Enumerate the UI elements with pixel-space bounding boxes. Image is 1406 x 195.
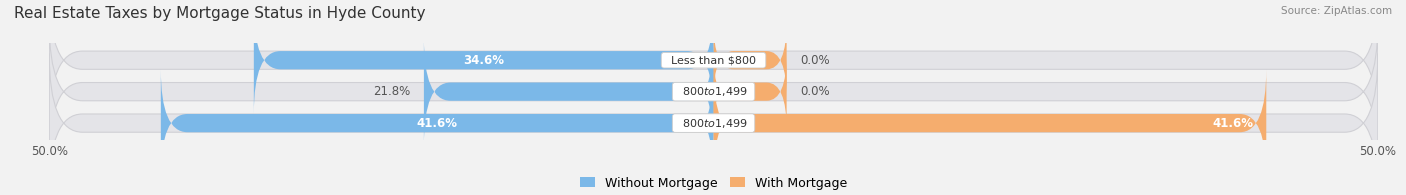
Legend: Without Mortgage, With Mortgage: Without Mortgage, With Mortgage: [575, 172, 852, 195]
FancyBboxPatch shape: [160, 69, 713, 177]
Text: Real Estate Taxes by Mortgage Status in Hyde County: Real Estate Taxes by Mortgage Status in …: [14, 6, 426, 21]
Text: 0.0%: 0.0%: [800, 85, 830, 98]
FancyBboxPatch shape: [423, 38, 713, 145]
FancyBboxPatch shape: [713, 22, 786, 98]
Text: Source: ZipAtlas.com: Source: ZipAtlas.com: [1281, 6, 1392, 16]
Text: Less than $800: Less than $800: [664, 55, 763, 65]
Text: $800 to $1,499: $800 to $1,499: [675, 117, 752, 130]
Text: 41.6%: 41.6%: [416, 117, 458, 130]
Text: $800 to $1,499: $800 to $1,499: [675, 85, 752, 98]
FancyBboxPatch shape: [49, 22, 1378, 161]
Text: 0.0%: 0.0%: [800, 54, 830, 67]
FancyBboxPatch shape: [49, 0, 1378, 130]
FancyBboxPatch shape: [713, 54, 786, 130]
Text: 41.6%: 41.6%: [1212, 117, 1254, 130]
FancyBboxPatch shape: [254, 6, 713, 114]
Text: 21.8%: 21.8%: [374, 85, 411, 98]
Text: 34.6%: 34.6%: [463, 54, 505, 67]
FancyBboxPatch shape: [713, 69, 1267, 177]
FancyBboxPatch shape: [49, 54, 1378, 193]
